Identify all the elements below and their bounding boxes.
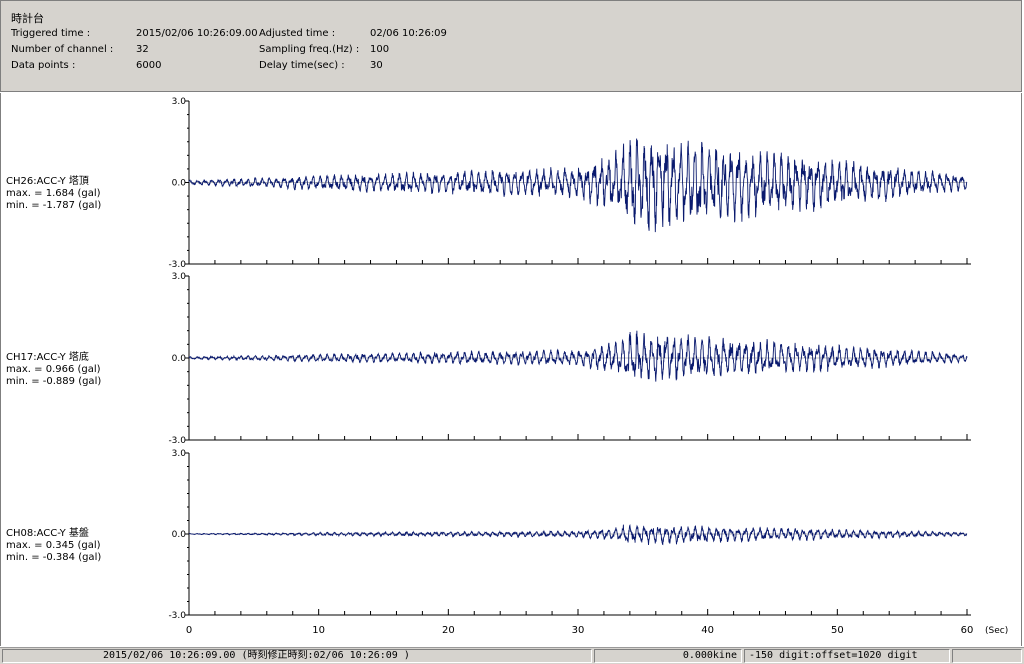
channel-1-max: max. = 1.684 (gal): [6, 188, 101, 199]
ch1-ytick-label: -3.0: [168, 260, 186, 270]
ch3-waveform: [188, 524, 968, 546]
x-tick-label: 0: [186, 625, 192, 636]
station-title: 時計台: [11, 12, 44, 25]
data-points-value: 6000: [136, 60, 162, 71]
status-digit: -150 digit:offset=1020 digit: [744, 649, 950, 663]
status-empty-pane: [952, 649, 1022, 663]
channel-3-name: CH08:ACC-Y 基盤: [6, 528, 89, 539]
adjusted-time-label: Adjusted time :: [259, 28, 336, 39]
status-kine: 0.000kine: [594, 649, 742, 663]
channel-1-label: CH26:ACC-Y 塔頂 max. = 1.684 (gal) min. = …: [6, 176, 101, 212]
channel-2-min: min. = -0.889 (gal): [6, 376, 102, 387]
x-tick-label: 60: [961, 625, 974, 636]
channel-3-min: min. = -0.384 (gal): [6, 552, 102, 563]
channel-2-max: max. = 0.966 (gal): [6, 364, 101, 375]
ch2-ytick-label: 0.0: [172, 354, 187, 364]
ch1-ytick-label: 3.0: [172, 97, 187, 107]
channel-3-label: CH08:ACC-Y 基盤 max. = 0.345 (gal) min. = …: [6, 528, 101, 564]
ch2-ytick-label: 3.0: [172, 272, 187, 282]
x-tick-label: 40: [701, 625, 714, 636]
ch3-ytick-label: 0.0: [172, 530, 187, 540]
channel-count-label: Number of channel :: [11, 44, 114, 55]
channel-1-min: min. = -1.787 (gal): [6, 200, 102, 211]
x-tick-label: 20: [442, 625, 455, 636]
status-time: 2015/02/06 10:26:09.00 (時刻修正時刻:02/06 10:…: [2, 649, 592, 663]
waveform-plot-area: 3.0 0.0 -3.0 3.0 0.0 -3.0 3.0 0.0 -3.0 0 10 20 30 40 5…: [0, 93, 1022, 646]
x-tick-label: 30: [572, 625, 585, 636]
ch2-ytick-label: -3.0: [168, 436, 186, 446]
channel-2-label: CH17:ACC-Y 塔底 max. = 0.966 (gal) min. = …: [6, 352, 101, 388]
triggered-time-value: 2015/02/06 10:26:09.00: [136, 28, 258, 39]
triggered-time-label: Triggered time :: [11, 28, 91, 39]
channel-1-name: CH26:ACC-Y 塔頂: [6, 176, 89, 187]
sampling-freq-value: 100: [370, 44, 390, 55]
ch1-waveform: [188, 138, 968, 233]
delay-time-label: Delay time(sec) :: [259, 60, 345, 71]
sampling-freq-label: Sampling freq.(Hz) :: [259, 44, 360, 55]
channel-count-value: 32: [136, 44, 149, 55]
x-tick-label: 10: [312, 625, 325, 636]
ch1-ytick-label: 0.0: [172, 179, 187, 189]
status-bar: 2015/02/06 10:26:09.00 (時刻修正時刻:02/06 10:…: [0, 647, 1024, 664]
delay-time-value: 30: [370, 60, 383, 71]
adjusted-time-value: 02/06 10:26:09: [370, 28, 447, 39]
ch3-ytick-label: -3.0: [168, 611, 186, 621]
info-header: 時計台 Triggered time : 2015/02/06 10:26:09…: [0, 0, 1022, 92]
x-tick-label: 50: [831, 625, 844, 636]
x-axis-unit: (Sec): [985, 626, 1008, 636]
channel-2-name: CH17:ACC-Y 塔底: [6, 352, 89, 363]
ch3-ytick-label: 3.0: [172, 449, 187, 459]
channel-3-max: max. = 0.345 (gal): [6, 540, 101, 551]
waveform-chart: 3.00.0-3.03.00.0-3.03.00.0-3.00 10 20 30 40 5…: [168, 97, 1008, 636]
ch2-waveform: [188, 330, 968, 382]
data-points-label: Data points :: [11, 60, 76, 71]
